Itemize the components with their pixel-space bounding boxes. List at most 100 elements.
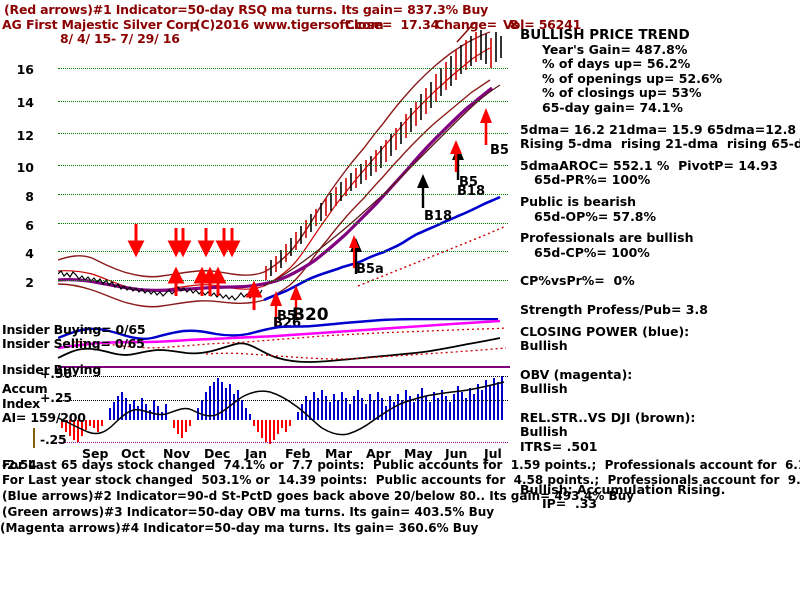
- panel-relstr-value: Bullish: [520, 424, 568, 440]
- buy-arrow-red-b5-upper: [450, 140, 462, 172]
- x-tick-mar: Mar: [325, 446, 353, 461]
- accumulation-bars-svg: [58, 376, 505, 444]
- gridline-plus50: [58, 376, 508, 377]
- panel-aroc-line: 5dmaAROC= 552.1 % PivotP= 14.93: [520, 157, 778, 173]
- annotation-b5a: B5a: [356, 262, 384, 277]
- y-tick-plus50: +.50: [40, 366, 72, 381]
- panel-pct-days-up: % of days up= 56.2%: [542, 56, 691, 72]
- obv-line-svg: [57, 319, 501, 350]
- panel-dma-line: 5dma= 16.2 21dma= 15.9 65dma=12.8: [520, 121, 797, 137]
- panel-obv-label: OBV (magenta):: [520, 366, 633, 382]
- panel-closing-power-label: CLOSING POWER (blue):: [520, 323, 690, 339]
- x-tick-may: May: [404, 446, 433, 461]
- accum-label: Accum: [2, 381, 48, 396]
- y-tick-8: 8: [25, 189, 34, 204]
- x-tick-apr: Apr: [366, 446, 391, 461]
- panel-pct-openings-up: % of openings up= 52.6%: [542, 70, 723, 86]
- insider-selling-ratio: Insider Selling= 0/65: [2, 336, 145, 351]
- panel-rising-line: Rising 5-dma rising 21-dma rising 65-dma: [520, 136, 800, 152]
- pane-separator: [58, 366, 510, 368]
- panel-spacer-12: [520, 397, 798, 404]
- header-date-range: 8/ 4/ 15- 7/ 29/ 16: [60, 31, 180, 46]
- footer-axis-overlap: -2.54: [2, 458, 37, 472]
- insider-buying-label: Insider Buying: [2, 362, 102, 377]
- gridline-16: [58, 68, 508, 69]
- axis-tick-mark: [33, 428, 35, 448]
- relative-strength-svg: [57, 337, 507, 363]
- footer-line-4: (Green arrows)#3 Indicator=50-day OBV ma…: [2, 505, 495, 519]
- header-close: Close= 17.34: [345, 17, 440, 32]
- panel-op65: 65d-OP%= 57.8%: [534, 208, 657, 224]
- gridline-minus25: [58, 442, 508, 443]
- panel-spacer-5: [520, 260, 798, 267]
- panel-closing-power-value: Bullish: [520, 338, 568, 354]
- annotation-b20: B20: [292, 305, 329, 325]
- header-indicator-line: (Red arrows)#1 Indicator=50-day RSQ ma t…: [4, 2, 489, 17]
- panel-obv-value: Bullish: [520, 381, 568, 397]
- y-tick-plus25: +.25: [40, 390, 72, 405]
- panel-gain-65day: 65-day gain= 74.1%: [542, 99, 683, 115]
- panel-pr65: 65d-PR%= 100%: [534, 172, 651, 188]
- header-volume: Vol= 56241: [503, 17, 582, 32]
- gridline-4: [58, 251, 508, 252]
- gridline-2: [58, 280, 508, 281]
- panel-spacer-10: [520, 354, 798, 361]
- header-change: Change= .8: [435, 17, 519, 32]
- header-ticker: AG: [2, 17, 22, 32]
- y-tick-4: 4: [25, 246, 34, 261]
- annotation-b5-top: B5: [490, 143, 509, 158]
- gridline-plus25: [58, 400, 508, 401]
- x-tick-feb: Feb: [285, 446, 311, 461]
- panel-cp65: 65d-CP%= 100%: [534, 244, 650, 260]
- buy-arrow-red-b5a: [349, 235, 359, 268]
- ai-value-label: AI= 159/200: [2, 410, 86, 425]
- x-tick-sep: Sep: [82, 446, 109, 461]
- panel-public-state: Public is bearish: [520, 193, 637, 209]
- y-tick-12: 12: [16, 128, 34, 143]
- y-tick-14: 14: [16, 95, 34, 110]
- panel-spacer-7: [520, 289, 798, 296]
- panel-years-gain: Year's Gain= 487.8%: [542, 41, 688, 57]
- y-tick-10: 10: [16, 160, 34, 175]
- panel-ip-line: IP= .33: [542, 496, 598, 512]
- panel-prof-state: Professionals are bullish: [520, 230, 694, 246]
- panel-pct-closings-up: % of closings up= 53%: [542, 85, 702, 101]
- accumulation-index-pane[interactable]: [58, 370, 508, 446]
- gridline-14: [58, 101, 508, 102]
- annotation-b5-mid: B5: [459, 175, 478, 190]
- y-tick-6: 6: [25, 218, 34, 233]
- panel-itrs: ITRS= .501: [520, 439, 598, 455]
- gridline-10: [58, 165, 508, 166]
- annotation-b18-low: B18: [424, 209, 452, 224]
- y-tick-2: 2: [25, 275, 34, 290]
- change-slash-icon: [456, 21, 476, 43]
- insider-buying-ratio: Insider Buying= 0/65: [2, 322, 146, 337]
- header-copyright: (C)2016 www.tigersoft.com: [195, 17, 384, 32]
- footer-line-1: For Last 65 days stock changed 74.1% or …: [2, 458, 800, 472]
- gridline-8: [58, 194, 508, 195]
- x-tick-dec: Dec: [204, 446, 231, 461]
- buy-arrow-b26: [270, 291, 282, 326]
- panel-title: BULLISH PRICE TREND: [520, 27, 690, 43]
- x-tick-nov: Nov: [163, 446, 191, 461]
- y-tick-minus25: -.25: [40, 432, 67, 447]
- annotation-b18-mid: B18: [457, 184, 485, 199]
- panel-cp-vs-pr: CP%vsPr%= 0%: [520, 273, 635, 289]
- footer-line-2: For Last year stock changed 503.1% or 14…: [2, 473, 800, 487]
- closing-power-svg: [58, 318, 507, 349]
- price-chart-pane[interactable]: [58, 28, 508, 318]
- buy-arrow-b5: [480, 108, 492, 145]
- annotation-b5-low: B5: [277, 309, 296, 324]
- x-tick-oct: Oct: [121, 446, 146, 461]
- index-label: Index: [2, 396, 41, 411]
- x-tick-jul: Jul: [484, 446, 502, 461]
- panel-relstr-label: REL.STR..VS DJI (brown):: [520, 409, 696, 425]
- closing-power-pane[interactable]: [58, 318, 508, 360]
- x-tick-jan: Jan: [245, 446, 267, 461]
- gridline-6: [58, 223, 508, 224]
- footer-line-3: (Blue arrows)#2 Indicator=90-d St-PctD g…: [2, 489, 635, 503]
- gridline-12: [58, 133, 508, 134]
- y-tick-16: 16: [16, 62, 34, 77]
- x-tick-jun: Jun: [445, 446, 468, 461]
